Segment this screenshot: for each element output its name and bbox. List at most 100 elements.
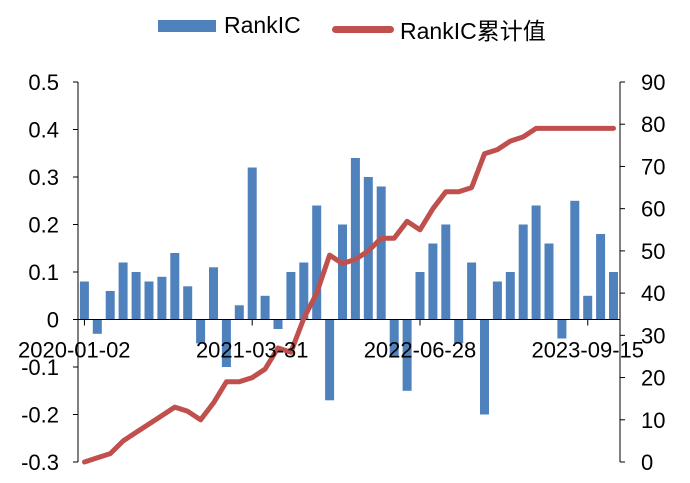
line-point-2021-07-14 (290, 351, 292, 353)
y-right-tick-label: 30 (641, 323, 665, 348)
bar-2022-03-16 (376, 186, 386, 320)
bar-2022-01-05 (350, 158, 360, 320)
bar-2023-11-24 (609, 272, 618, 320)
line-point-2023-07-19 (561, 127, 563, 129)
bar-2020-09-03 (170, 253, 180, 320)
bar-2020-05-21 (131, 272, 141, 320)
line-point-2021-02-25 (238, 381, 240, 383)
line-point-2022-04-20 (393, 237, 395, 239)
bar-2021-05-05 (260, 295, 270, 320)
bar-2023-01-25 (492, 281, 502, 320)
line-point-2022-08-03 (432, 208, 434, 210)
y-right-tick-label: 50 (641, 239, 665, 264)
line-point-2020-12-17 (213, 402, 214, 404)
bar-2021-08-18 (299, 262, 309, 320)
bar-2021-10-27 (325, 319, 335, 401)
bar-2021-12-01 (338, 224, 347, 320)
line-point-2022-09-07 (445, 191, 447, 193)
bar-2022-09-07 (441, 224, 451, 320)
line-point-2020-05-21 (135, 431, 137, 433)
y-left-tick-label: 0.4 (28, 118, 59, 143)
bar-2021-02-25 (234, 305, 244, 320)
y-right-tick-label: 40 (641, 281, 665, 306)
y-right-tick-label: 90 (641, 70, 665, 95)
bar-2020-06-25 (144, 281, 154, 320)
legend-bar-label: RankIC (224, 12, 301, 38)
bar-2023-06-14 (544, 243, 554, 320)
line-point-2020-09-03 (174, 406, 176, 408)
bar-series (79, 158, 618, 415)
bar-2023-05-10 (531, 205, 541, 320)
line-point-2022-01-05 (355, 258, 356, 260)
bar-2022-08-03 (428, 243, 438, 320)
y-left-tick-label: -0.1 (21, 355, 59, 380)
bar-2020-02-06 (92, 319, 102, 334)
line-point-2020-07-30 (161, 415, 163, 417)
line-point-2023-08-23 (574, 127, 576, 129)
line-point-2023-10-20 (600, 127, 602, 129)
y-left-tick-label: 0.2 (28, 213, 59, 238)
line-point-2021-09-22 (316, 292, 318, 294)
bar-2020-12-17 (209, 267, 218, 320)
bar-2021-03-31 (247, 167, 257, 320)
line-point-2022-03-16 (380, 237, 382, 239)
legend-item-rankic-cumulative: RankIC累计值 (332, 12, 546, 46)
bar-2022-04-20 (389, 319, 399, 358)
line-point-2022-05-25 (406, 220, 408, 222)
line-point-2020-11-12 (200, 419, 202, 421)
bar-2022-10-12 (454, 319, 464, 344)
cumulative-line-series (82, 125, 616, 465)
line-point-2023-06-14 (548, 127, 550, 129)
y-left-tick-label: 0.3 (28, 165, 59, 190)
line-point-2021-01-21 (225, 381, 227, 383)
y-left-tick-label: 0.1 (28, 260, 59, 285)
bar-2020-04-16 (118, 262, 128, 320)
y-right-tick-label: 60 (641, 197, 665, 222)
x-tick-label: 2020-01-02 (18, 338, 131, 363)
tick-labels: -0.3 -0.2 -0.1 0 0.1 0.2 0.3 0.4 0.5 0 10 20 30 40 50 6… (18, 70, 665, 475)
bar-2020-07-30 (157, 276, 167, 320)
bar-2021-09-22 (312, 205, 322, 320)
bar-2022-05-25 (402, 319, 412, 391)
cumulative-line (82, 125, 616, 465)
line-point-2023-03-01 (509, 140, 511, 142)
y-right-tick-label: 80 (641, 112, 665, 137)
line-point-2020-04-16 (122, 440, 124, 442)
y-left-tick-label: -0.2 (21, 403, 59, 428)
line-point-2021-08-18 (303, 317, 305, 319)
bar-2021-01-21 (221, 319, 231, 367)
line-point-2021-05-05 (264, 368, 266, 370)
line-point-2023-09-15 (587, 127, 589, 129)
line-point-2020-02-06 (96, 457, 98, 459)
line-point-2020-10-08 (187, 410, 189, 412)
line-point-2023-01-25 (496, 149, 498, 151)
bar-2022-12-21 (480, 319, 489, 415)
bar-2023-10-20 (596, 234, 606, 320)
axes (73, 81, 625, 463)
bar-2023-09-15 (583, 295, 593, 320)
line-point-2021-03-31 (251, 377, 253, 379)
line-point-2021-12-01 (342, 263, 343, 265)
y-left-tick-label: -0.3 (21, 450, 59, 475)
line-point-2023-04-05 (522, 136, 524, 138)
line-point-2021-10-27 (329, 254, 331, 256)
bar-2022-11-16 (467, 262, 477, 320)
line-point-2020-01-02 (84, 461, 85, 463)
legend-line-label: RankIC累计值 (400, 18, 546, 44)
y-right-tick-label: 70 (641, 154, 665, 179)
x-tick-label: 2022-06-28 (364, 338, 477, 363)
line-point-2023-05-10 (535, 127, 537, 129)
line-point-2022-02-09 (367, 250, 369, 252)
bar-2020-01-02 (79, 281, 89, 320)
bar-2021-06-09 (273, 319, 283, 329)
y-left-tick-label: 0.5 (28, 70, 59, 95)
legend-line-swatch (332, 25, 394, 33)
y-left-tick-label: 0 (47, 308, 59, 333)
y-right-tick-label: 10 (641, 408, 665, 433)
line-point-2020-03-12 (109, 453, 111, 455)
bar-2022-06-28 (415, 272, 425, 320)
line-point-2022-12-21 (484, 153, 485, 155)
bar-2020-03-12 (105, 291, 115, 320)
line-point-2020-06-25 (148, 423, 150, 425)
